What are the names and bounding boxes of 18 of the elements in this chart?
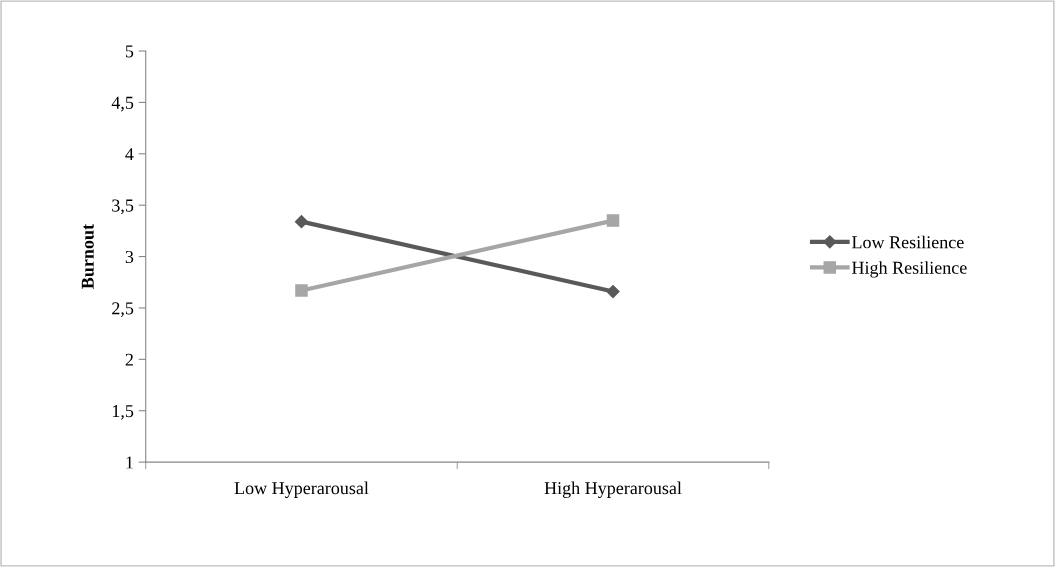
point [294, 215, 309, 229]
point [295, 284, 308, 297]
y-tick-label: 4,5 [111, 96, 134, 112]
y-axis-title: Burnout [81, 224, 94, 289]
x-tick-label: Low Hyperarousal [234, 481, 369, 498]
x-tick-label: High Hyperarousal [544, 481, 682, 498]
point [606, 284, 620, 299]
y-tick-label: 5 [125, 45, 134, 58]
point [606, 214, 620, 227]
y-tick-label: 1,5 [112, 405, 134, 420]
y-tick-label: 1 [126, 456, 133, 469]
y-tick-label: 4 [125, 148, 134, 161]
y-tick-label: 3,5 [112, 199, 134, 215]
y-tick-label: 3 [125, 250, 134, 264]
legend-label: High Resilience [851, 261, 967, 278]
legend-label: Low Resilience [851, 235, 964, 249]
y-tick-label: 2,5 [112, 302, 134, 317]
y-tick-label: 2 [125, 353, 133, 366]
